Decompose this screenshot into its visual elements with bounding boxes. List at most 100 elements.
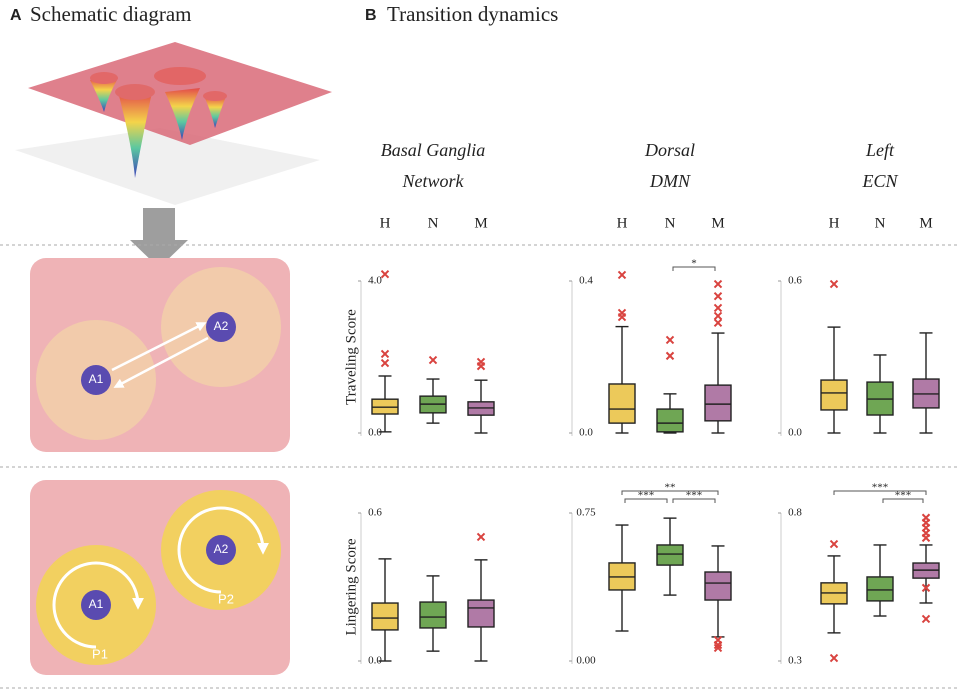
significance-bracket: [672, 266, 716, 271]
panel-letter: A: [10, 7, 22, 24]
node-label: A2: [214, 319, 229, 333]
significance-label: ***: [686, 490, 703, 502]
box-plot: [656, 517, 684, 596]
box: [656, 544, 684, 566]
outlier: [829, 539, 839, 549]
y-tick-label: 0.75: [576, 507, 596, 519]
y-tick-label: 0.0: [788, 427, 802, 439]
group-label: N: [665, 215, 676, 231]
y-tick-label: 0.0: [368, 427, 382, 439]
box-plot: [912, 513, 940, 624]
outlier: [476, 532, 486, 542]
y-tick-label: 0.00: [576, 655, 596, 667]
panel-letter: B: [365, 7, 377, 24]
outlier: [380, 349, 390, 359]
y-tick-label: 0.6: [788, 275, 802, 287]
outlier: [665, 335, 675, 345]
group-label: M: [711, 215, 724, 231]
box-plot: [419, 575, 447, 652]
down-arrow: [130, 208, 188, 268]
box-plot: [419, 355, 447, 424]
outlier: [829, 653, 839, 663]
box-plot: [467, 357, 495, 434]
box: [866, 576, 894, 602]
box: [656, 408, 684, 433]
box-plot: [820, 279, 848, 434]
box: [608, 383, 636, 424]
significance-bracket: [882, 498, 924, 503]
y-tick-label: 0.6: [368, 507, 382, 519]
column-title: Left: [865, 140, 895, 160]
box-plot: [704, 545, 732, 653]
column-title: Dorsal: [644, 140, 695, 160]
outlier: [380, 358, 390, 368]
box-plot: [820, 539, 848, 663]
box-plot: [656, 335, 684, 434]
group-label: H: [617, 215, 628, 231]
box: [371, 602, 399, 631]
column-title: Network: [402, 171, 465, 191]
outlier: [617, 270, 627, 280]
box-plot: [608, 270, 636, 434]
outlier: [713, 279, 723, 289]
node-label: A2: [214, 542, 229, 556]
group-label: H: [380, 215, 391, 231]
significance-bracket: [833, 490, 927, 495]
outlier: [713, 291, 723, 301]
box-plot: [371, 558, 399, 662]
box-plot: [608, 524, 636, 632]
column-title: Basal Ganglia: [381, 140, 486, 160]
outlier: [921, 513, 931, 522]
box: [467, 599, 495, 628]
significance-bracket: [672, 498, 716, 503]
box-plot: [371, 269, 399, 433]
energy-landscape: [15, 42, 332, 205]
outlier: [428, 355, 438, 365]
box-plot: [866, 354, 894, 434]
y-tick-label: 0.3: [788, 655, 802, 667]
y-axis-label: Traveling Score: [343, 309, 359, 405]
traveling-schematic: [30, 258, 290, 452]
significance-label: ***: [638, 490, 655, 502]
group-label: N: [428, 215, 439, 231]
column-title: ECN: [861, 171, 898, 191]
group-label: M: [919, 215, 932, 231]
significance-bracket: [621, 490, 719, 495]
significance-label: ***: [895, 490, 912, 502]
outlier: [713, 303, 723, 313]
outlier: [713, 643, 723, 653]
group-label: H: [829, 215, 840, 231]
significance-label: *: [691, 258, 697, 270]
column-title: DMN: [649, 171, 691, 191]
node-label: A1: [89, 597, 104, 611]
node-label: A1: [89, 372, 104, 386]
box-plot: [866, 544, 894, 617]
outlier: [665, 351, 675, 361]
outlier: [829, 279, 839, 289]
outlier: [713, 318, 723, 328]
box: [704, 571, 732, 601]
y-tick-label: 0.8: [788, 507, 802, 519]
group-label: N: [875, 215, 886, 231]
box-plot: [912, 332, 940, 434]
y-tick-label: 0.0: [579, 427, 593, 439]
y-axis-label: Lingering Score: [343, 538, 359, 635]
outlier: [921, 583, 931, 593]
y-tick-label: 4.0: [368, 275, 382, 287]
path-label: P1: [92, 646, 108, 661]
outlier: [713, 635, 723, 645]
path-label: P2: [218, 591, 234, 606]
box: [419, 601, 447, 629]
box-plot: [704, 279, 732, 434]
box: [820, 379, 848, 411]
outlier: [617, 308, 627, 318]
box: [704, 384, 732, 422]
significance-label: ***: [872, 482, 889, 494]
panel-title: Transition dynamics: [387, 2, 558, 26]
outlier: [713, 311, 723, 321]
y-tick-label: 0.0: [368, 655, 382, 667]
outlier: [476, 357, 486, 367]
box-plot: [467, 532, 495, 662]
outlier: [921, 614, 931, 624]
